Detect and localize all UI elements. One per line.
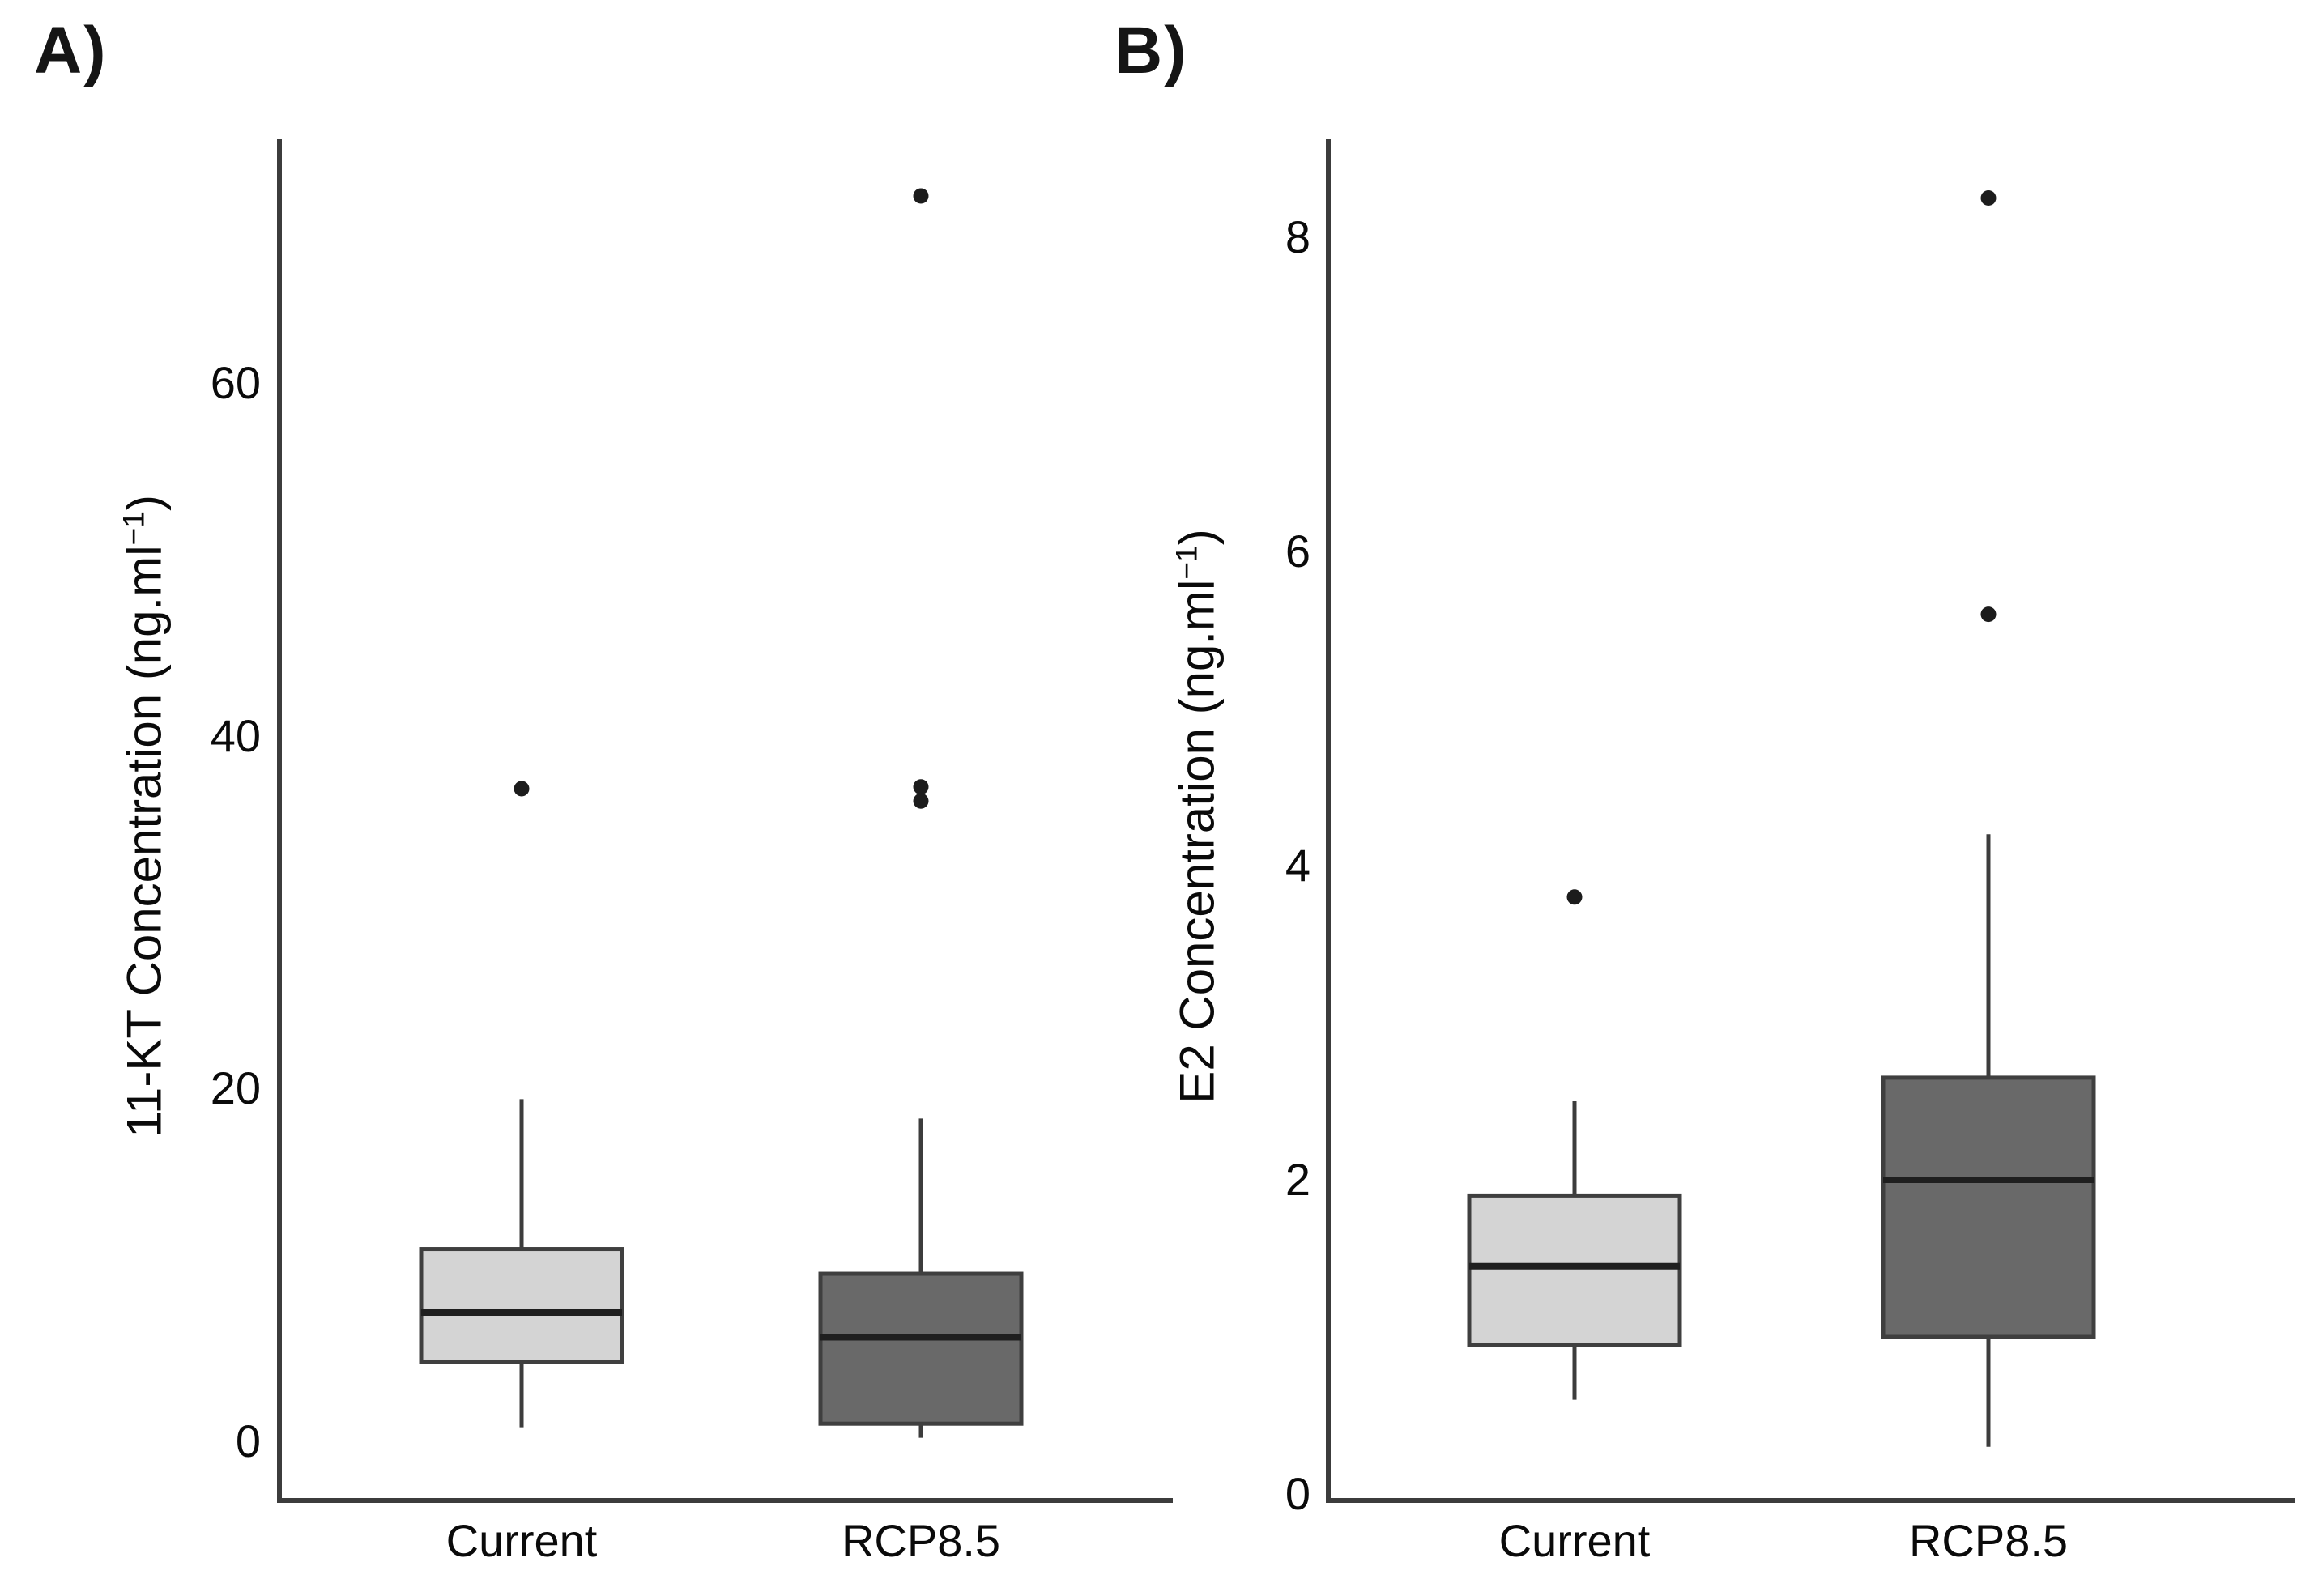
panel-a-label: A) (34, 14, 108, 87)
box-a-current (419, 1247, 624, 1364)
y-tick-label-b-1: 2 (1285, 1154, 1310, 1205)
x-category-label-a-rcp85: RCP8.5 (841, 1515, 1001, 1566)
outlier-dot-b-current-0 (1566, 889, 1583, 905)
x-category-label-b-rcp85: RCP8.5 (1908, 1515, 2069, 1566)
y-tick-label-a-1: 20 (210, 1062, 261, 1114)
y-axis-title-a-close: ) (117, 495, 172, 512)
y-tick-label-a-3: 60 (210, 356, 261, 408)
y-tick-label-b-3: 6 (1285, 526, 1310, 577)
y-tick-label-b-2: 4 (1285, 840, 1310, 891)
outlier-dot-a-rcp85-2 (913, 188, 929, 204)
x-category-label-b-current: Current (1498, 1515, 1651, 1566)
box-a-rcp85 (818, 1271, 1024, 1426)
y-tick-label-b-0: 0 (1285, 1468, 1310, 1519)
outlier-dot-b-rcp85-1 (1980, 190, 1997, 206)
outlier-dot-a-rcp85-0 (913, 793, 929, 809)
y-axis-title-panel-b: E2 Concentration (ng.ml−1) (1170, 529, 1225, 1103)
box-b-current (1467, 1193, 1682, 1347)
y-tick-label-b-4: 8 (1285, 211, 1310, 262)
outlier-dot-a-current-0 (514, 781, 530, 797)
y-tick-label-a-0: 0 (235, 1415, 261, 1466)
y-axis-title-a-text: 11-KT Concentration (ng.ml (117, 545, 172, 1138)
panel-b-label: B) (1114, 14, 1188, 87)
outlier-dot-a-rcp85-1 (913, 779, 929, 795)
y-tick-label-a-2: 40 (210, 709, 261, 761)
y-axis-title-panel-a: 11-KT Concentration (ng.ml−1) (117, 495, 173, 1138)
x-category-label-a-current: Current (445, 1515, 598, 1566)
box-b-rcp85 (1881, 1075, 2096, 1339)
outlier-dot-b-rcp85-0 (1980, 606, 1997, 623)
y-axis-title-a-superscript: −1 (116, 511, 151, 546)
